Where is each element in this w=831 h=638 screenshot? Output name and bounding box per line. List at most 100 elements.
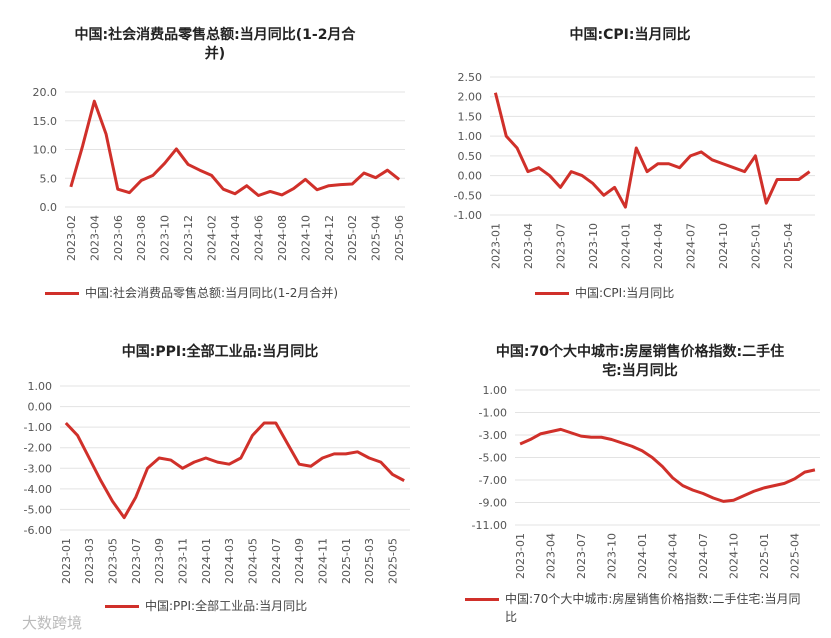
line [519, 427, 816, 503]
x-tick-label: 2025-02 [346, 215, 359, 261]
legend-swatch [105, 605, 139, 608]
x-tick-label: 2024-11 [317, 538, 330, 584]
y-tick-label: 5.0 [40, 172, 58, 185]
legend: 中国:CPI:当月同比 [535, 284, 795, 302]
x-tick-label: 2024-10 [299, 215, 312, 261]
x-tick-label: 2024-01 [636, 533, 649, 579]
y-tick-label: 2.50 [458, 71, 483, 84]
y-tick-label: -1.00 [24, 421, 52, 434]
y-tick-label: 0.00 [458, 170, 483, 183]
x-tick-label: 2025-01 [758, 533, 771, 579]
y-tick-label: -11.00 [472, 519, 507, 532]
x-tick-label: 2023-04 [88, 215, 101, 261]
x-tick-label: 2023-01 [514, 533, 527, 579]
y-tick-label: -5.00 [479, 452, 507, 465]
x-tick-label: 2024-10 [728, 533, 741, 579]
y-tick-label: -6.00 [24, 524, 52, 537]
x-tick-label: 2023-05 [107, 538, 120, 584]
x-tick-label: 2023-10 [587, 223, 600, 269]
legend-label: 中国:PPI:全部工业品:当月同比 [145, 599, 308, 613]
y-tick-label: -7.00 [479, 474, 507, 487]
x-tick-label: 2024-10 [717, 223, 730, 269]
line [64, 421, 405, 520]
x-tick-label: 2023-12 [182, 215, 195, 261]
y-tick-label: -1.00 [479, 407, 507, 420]
legend: 中国:社会消费品零售总额:当月同比(1-2月合并) [45, 284, 405, 302]
x-tick-label: 2023-07 [130, 538, 143, 584]
x-tick-label: 2025-04 [370, 215, 383, 261]
x-tick-label: 2024-01 [619, 223, 632, 269]
y-tick-label: -5.00 [24, 503, 52, 516]
x-tick-label: 2023-04 [522, 223, 535, 269]
chart-title: 中国:PPI:全部工业品:当月同比 [121, 344, 319, 360]
x-tick-label: 2023-01 [489, 223, 502, 269]
x-tick-label: 2025-01 [340, 538, 353, 584]
y-tick-label: 20.0 [33, 86, 58, 99]
legend-label: 中国:70个大中城市:房屋销售价格指数:二手住宅:当月同比 [505, 592, 801, 624]
y-tick-label: -3.00 [479, 429, 507, 442]
x-tick-label: 2023-06 [112, 215, 125, 261]
x-tick-label: 2023-08 [135, 215, 148, 261]
legend-label: 中国:CPI:当月同比 [575, 286, 675, 300]
x-tick-label: 2025-01 [749, 223, 762, 269]
x-tick-label: 2024-05 [247, 538, 260, 584]
legend-swatch [535, 292, 569, 295]
x-tick-label: 2024-02 [206, 215, 219, 261]
x-tick-label: 2024-04 [229, 215, 242, 261]
y-tick-label: 1.00 [458, 130, 483, 143]
y-tick-label: 0.50 [458, 150, 483, 163]
x-tick-label: 2023-10 [159, 215, 172, 261]
y-tick-label: 0.00 [28, 401, 53, 414]
x-tick-label: 2024-04 [667, 533, 680, 579]
y-tick-label: -1.00 [454, 209, 482, 222]
x-tick-label: 2024-07 [697, 533, 710, 579]
x-tick-label: 2024-07 [684, 223, 697, 269]
x-tick-label: 2025-03 [363, 538, 376, 584]
x-tick-label: 2023-07 [554, 223, 567, 269]
legend-swatch [45, 292, 79, 295]
legend: 中国:PPI:全部工业品:当月同比 [105, 597, 405, 615]
line [493, 92, 811, 209]
y-tick-label: 10.0 [33, 144, 58, 157]
x-tick-label: 2023-03 [83, 538, 96, 584]
x-tick-label: 2024-03 [223, 538, 236, 584]
y-tick-label: 2.00 [458, 91, 483, 104]
legend-label: 中国:社会消费品零售总额:当月同比(1-2月合并) [85, 286, 339, 300]
x-tick-label: 2024-08 [276, 215, 289, 261]
y-tick-label: 15.0 [33, 115, 58, 128]
x-tick-label: 2025-05 [387, 538, 400, 584]
x-tick-label: 2023-04 [545, 533, 558, 579]
x-tick-label: 2023-01 [60, 538, 73, 584]
x-tick-label: 2023-07 [575, 533, 588, 579]
x-tick-label: 2023-02 [65, 215, 78, 261]
x-tick-label: 2025-04 [789, 533, 802, 579]
y-tick-label: -3.00 [24, 462, 52, 475]
line [69, 99, 401, 197]
legend: 中国:70个大中城市:房屋销售价格指数:二手住宅:当月同比 [465, 590, 810, 626]
watermark: 大数跨境 [22, 614, 83, 632]
y-tick-label: -2.00 [24, 442, 52, 455]
chart-title: 中国:70个大中城市:房屋销售价格指数:二手住宅:当月同比 [495, 344, 785, 379]
y-tick-label: 1.00 [28, 380, 53, 393]
chart-title: 中国:社会消费品零售总额:当月同比(1-2月合并) [74, 27, 356, 62]
x-tick-label: 2025-06 [393, 215, 406, 261]
y-tick-label: 1.50 [458, 110, 483, 123]
x-tick-label: 2023-09 [153, 538, 166, 584]
x-tick-label: 2024-01 [200, 538, 213, 584]
x-tick-label: 2024-06 [252, 215, 265, 261]
y-tick-label: 1.00 [483, 384, 508, 397]
x-tick-label: 2024-09 [293, 538, 306, 584]
y-tick-label: -0.50 [454, 189, 482, 202]
x-tick-label: 2025-04 [782, 223, 795, 269]
y-tick-label: -4.00 [24, 483, 52, 496]
x-tick-label: 2023-10 [606, 533, 619, 579]
chart-title: 中国:CPI:当月同比 [569, 27, 691, 43]
x-tick-label: 2024-12 [323, 215, 336, 261]
y-tick-label: -9.00 [479, 497, 507, 510]
legend-swatch [465, 598, 499, 601]
x-tick-label: 2023-11 [177, 538, 190, 584]
x-tick-label: 2024-04 [652, 223, 665, 269]
x-tick-label: 2024-07 [270, 538, 283, 584]
